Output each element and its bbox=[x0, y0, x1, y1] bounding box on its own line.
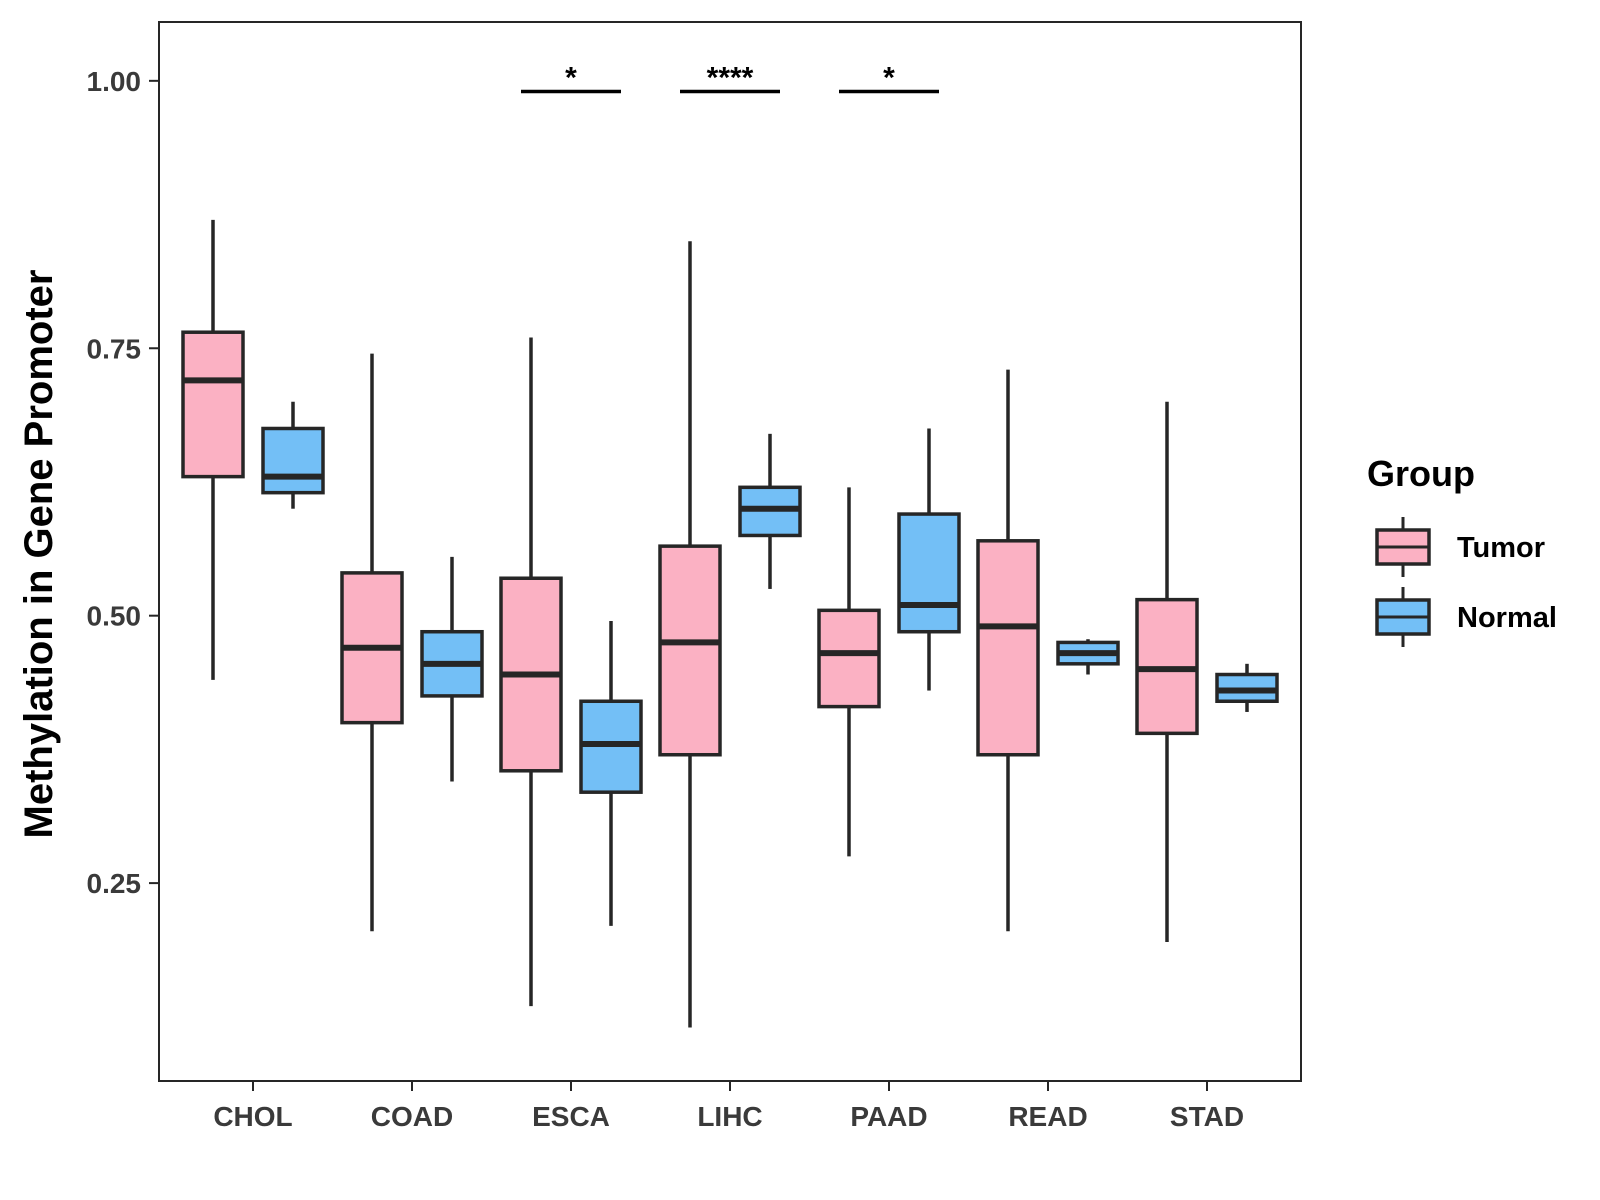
x-tick-label-chol: CHOL bbox=[213, 1101, 292, 1132]
box-esca-tumor bbox=[499, 337, 563, 1007]
legend-item-tumor: Tumor bbox=[1375, 517, 1545, 577]
box-read-tumor bbox=[976, 369, 1040, 932]
box-stad-normal bbox=[1215, 663, 1279, 712]
box-iqr bbox=[261, 426, 325, 495]
y-axis-title: Methylation in Gene Promoter bbox=[17, 270, 61, 839]
annotation-layer: * **** * bbox=[521, 62, 939, 95]
box-iqr bbox=[897, 512, 961, 634]
box-coad-tumor bbox=[340, 353, 404, 932]
boxes-layer bbox=[181, 219, 1279, 1028]
x-tick-label-lihc: LIHC bbox=[697, 1101, 762, 1132]
box-coad-normal bbox=[420, 556, 484, 782]
x-tick-label-stad: STAD bbox=[1170, 1101, 1244, 1132]
box-iqr bbox=[658, 544, 722, 757]
legend-title: Group bbox=[1367, 453, 1475, 494]
box-chol-tumor bbox=[181, 219, 245, 680]
box-paad-normal bbox=[897, 428, 961, 691]
box-iqr bbox=[976, 539, 1040, 757]
significance-label-esca: * bbox=[565, 62, 577, 95]
x-tick-label-paad: PAAD bbox=[850, 1101, 927, 1132]
legend-items: Tumor Normal bbox=[1375, 517, 1557, 647]
y-tick-label: 0.75 bbox=[87, 333, 142, 364]
significance-label-paad: * bbox=[883, 62, 895, 95]
box-chol-normal bbox=[261, 401, 325, 509]
x-tick-label-esca: ESCA bbox=[532, 1101, 610, 1132]
legend: Group Tumor Normal bbox=[1367, 453, 1557, 647]
box-stad-tumor bbox=[1135, 401, 1199, 942]
box-esca-normal bbox=[579, 621, 643, 926]
y-tick-label: 0.25 bbox=[87, 868, 142, 899]
box-paad-tumor bbox=[817, 487, 881, 857]
axes-layer: 0.25 0.50 0.75 1.00 CHOL COAD ESCA LIHC PAAD READ… bbox=[87, 66, 1245, 1132]
x-tick-label-read: READ bbox=[1008, 1101, 1087, 1132]
box-lihc-tumor bbox=[658, 241, 722, 1028]
significance-label-lihc: **** bbox=[707, 62, 754, 95]
box-iqr bbox=[817, 608, 881, 709]
x-tick-label-coad: COAD bbox=[371, 1101, 453, 1132]
box-iqr bbox=[181, 330, 245, 479]
y-tick-label: 1.00 bbox=[87, 66, 142, 97]
box-lihc-normal bbox=[738, 433, 802, 589]
legend-label-tumor: Tumor bbox=[1457, 532, 1545, 564]
legend-label-normal: Normal bbox=[1457, 602, 1557, 634]
box-read-normal bbox=[1056, 639, 1120, 675]
y-tick-label: 0.50 bbox=[87, 601, 142, 632]
legend-item-normal: Normal bbox=[1375, 587, 1557, 647]
